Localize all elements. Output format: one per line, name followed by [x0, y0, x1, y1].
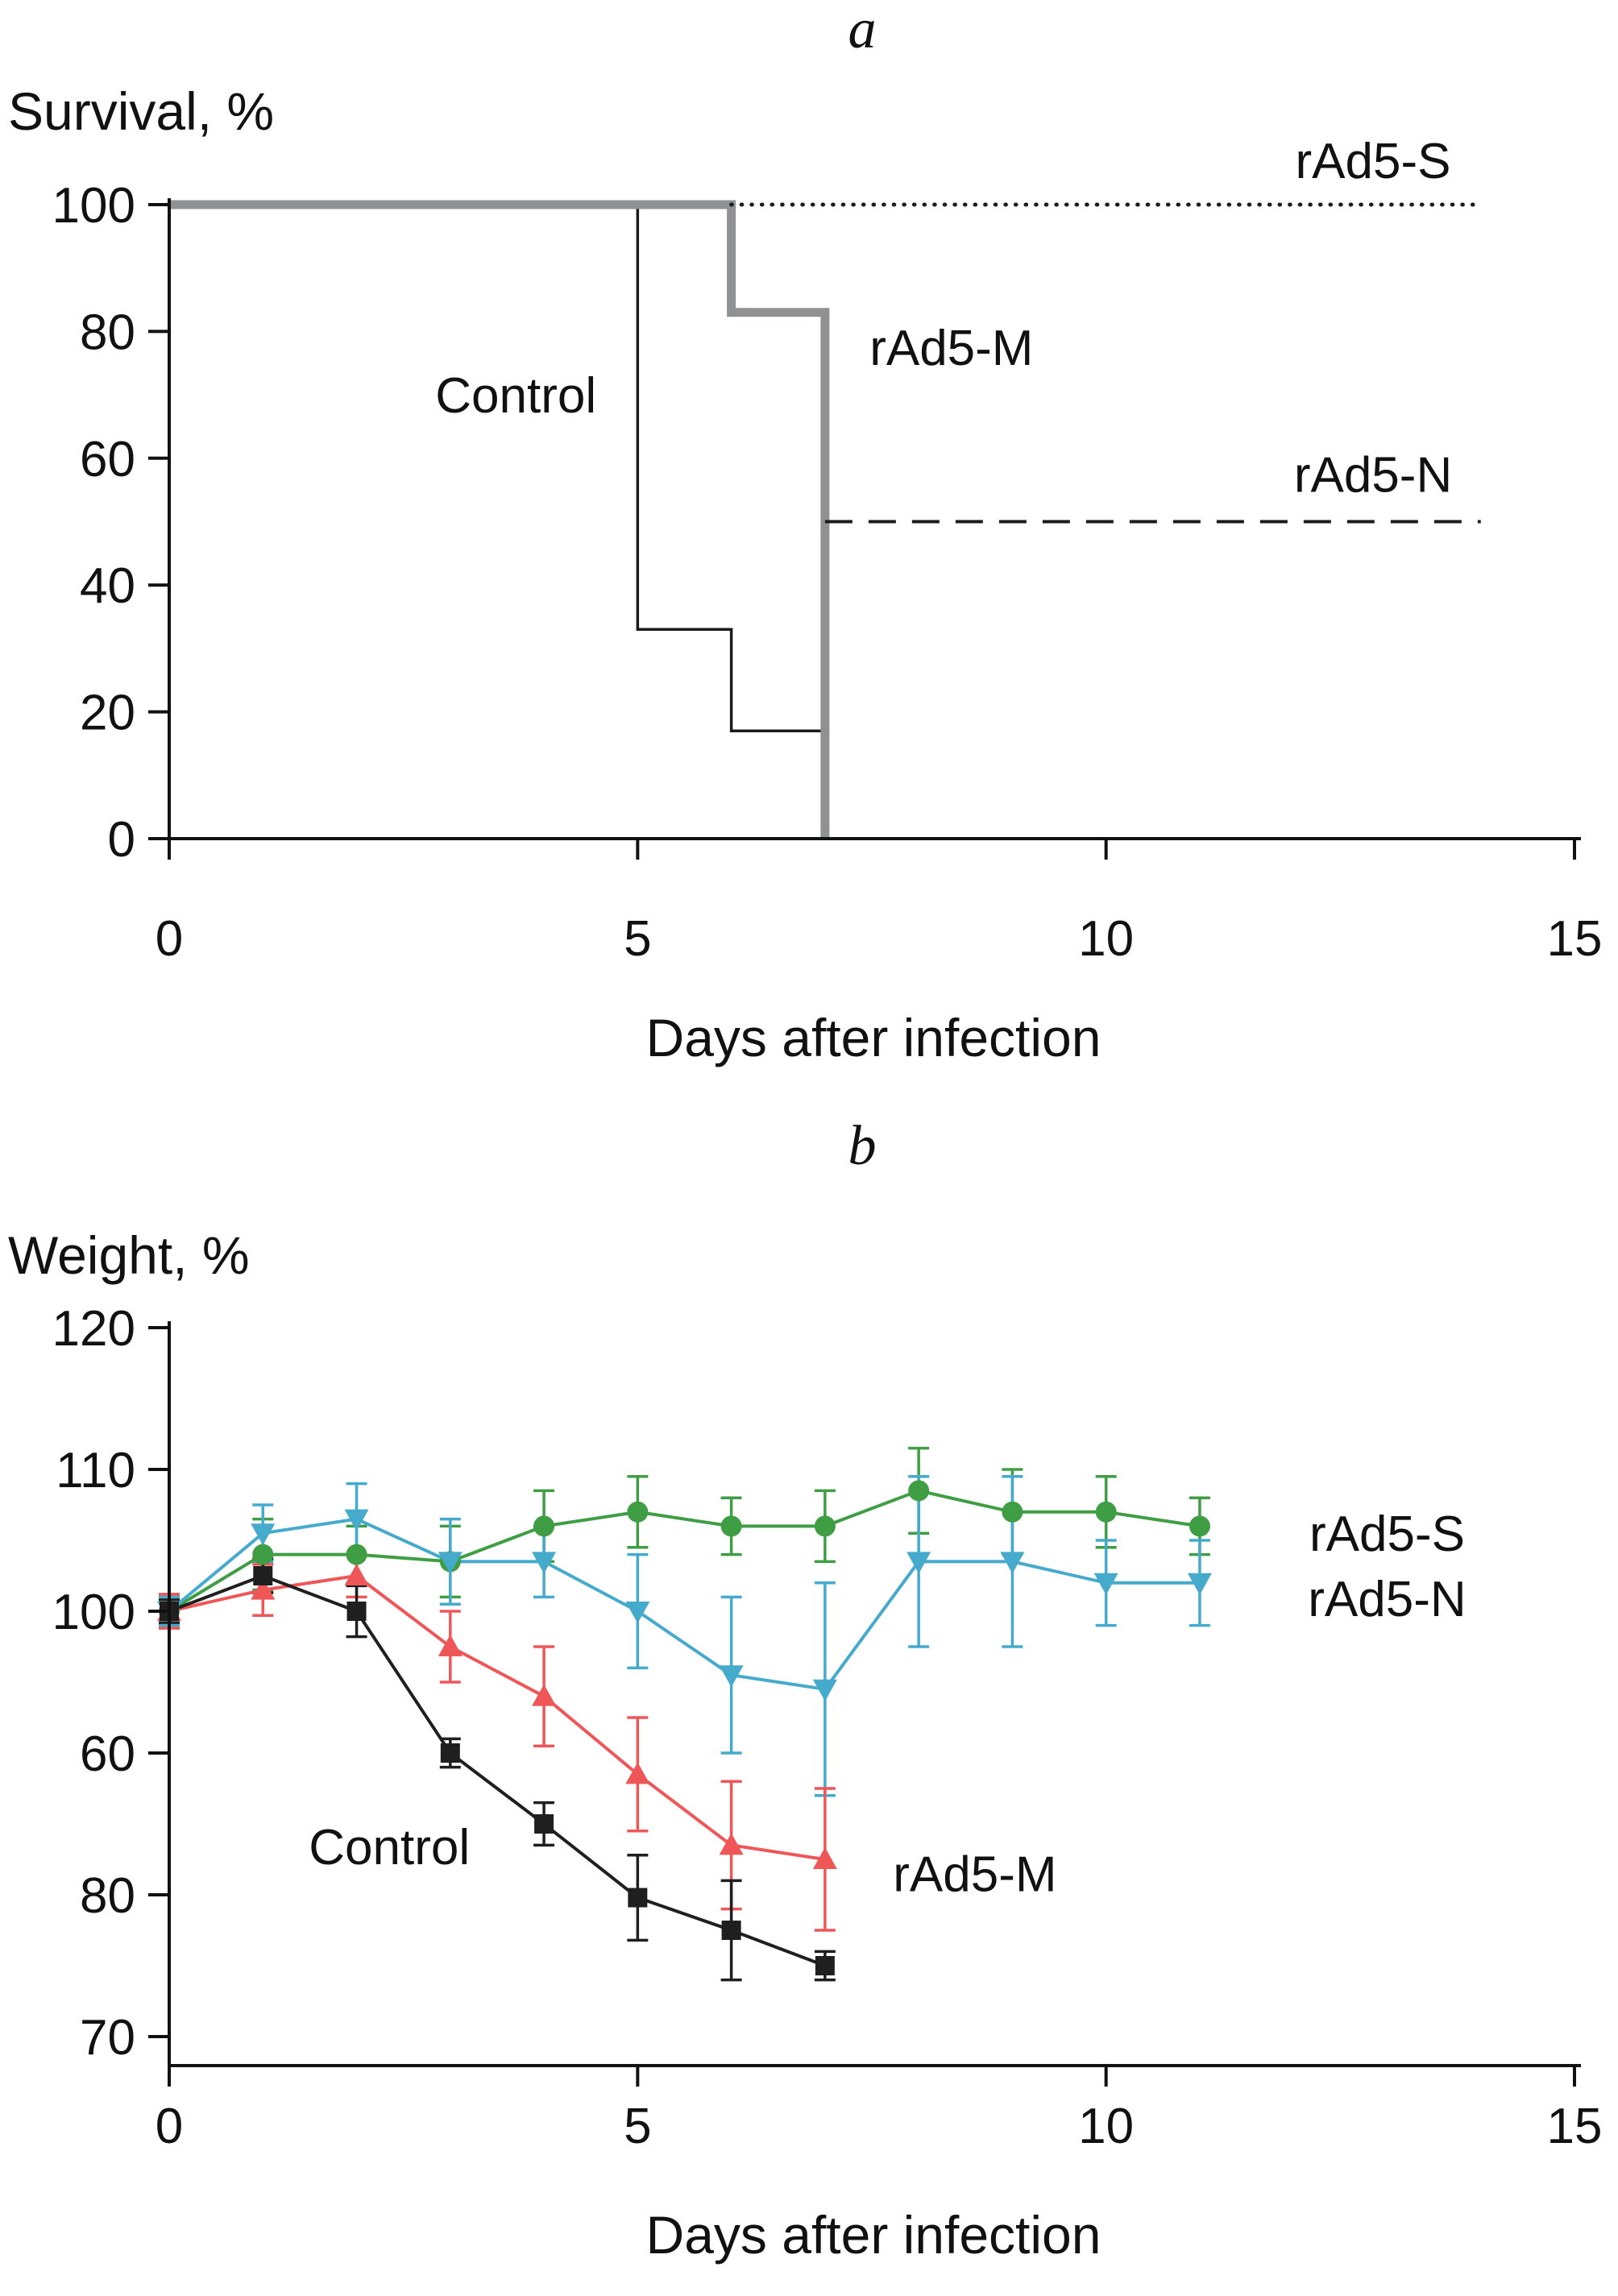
panel-a-y-axis-title: Survival, % — [8, 81, 275, 141]
panel-a-label: a — [848, 0, 877, 60]
svg-text:5: 5 — [624, 2099, 651, 2154]
svg-text:rAd5-N: rAd5-N — [1294, 447, 1452, 503]
svg-text:100: 100 — [52, 178, 135, 234]
svg-text:rAd5-N: rAd5-N — [1308, 1572, 1466, 1627]
svg-text:100: 100 — [52, 1585, 135, 1640]
svg-text:15: 15 — [1547, 2099, 1603, 2154]
svg-text:40: 40 — [80, 558, 135, 614]
svg-text:rAd5-S: rAd5-S — [1296, 134, 1451, 189]
svg-text:0: 0 — [108, 812, 135, 868]
svg-text:10: 10 — [1078, 911, 1134, 967]
svg-text:120: 120 — [52, 1301, 135, 1357]
panel-a-x-axis-title: Days after infection — [645, 1008, 1101, 1067]
svg-text:10: 10 — [1078, 2099, 1134, 2154]
svg-text:Control: Control — [309, 1820, 470, 1875]
svg-text:rAd5-M: rAd5-M — [869, 321, 1033, 376]
panel-b-label: b — [848, 1115, 877, 1177]
svg-text:80: 80 — [80, 305, 135, 360]
svg-text:0: 0 — [156, 911, 183, 967]
panel-b-x-axis-title: Days after infection — [645, 2205, 1101, 2265]
panel-b-y-axis-title: Weight, % — [8, 1225, 250, 1285]
svg-text:5: 5 — [624, 911, 651, 967]
svg-text:0: 0 — [156, 2099, 183, 2154]
svg-text:110: 110 — [56, 1443, 135, 1498]
svg-text:60: 60 — [80, 432, 135, 487]
svg-text:70: 70 — [80, 2010, 135, 2066]
svg-text:rAd5-S: rAd5-S — [1309, 1506, 1465, 1562]
svg-text:60: 60 — [80, 1726, 135, 1782]
svg-text:80: 80 — [80, 1868, 135, 1924]
svg-text:rAd5-M: rAd5-M — [893, 1847, 1056, 1903]
svg-text:Control: Control — [435, 368, 596, 424]
svg-text:15: 15 — [1547, 911, 1603, 967]
svg-text:20: 20 — [80, 686, 135, 741]
